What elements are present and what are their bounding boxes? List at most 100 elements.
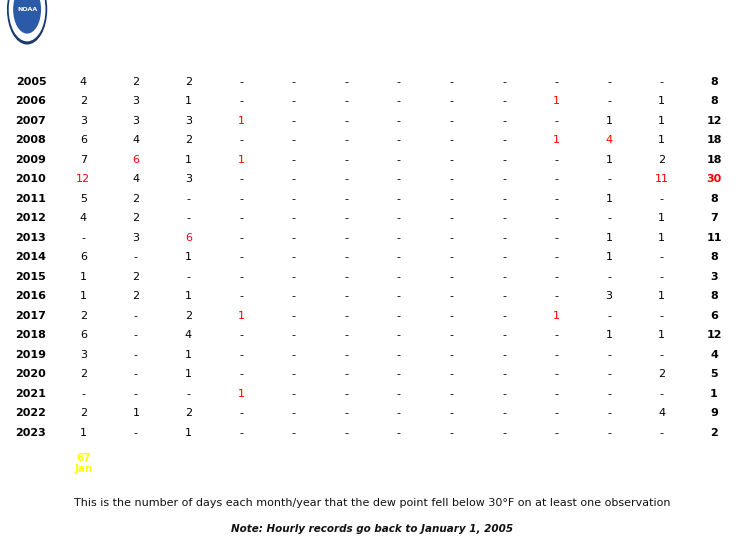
- Text: -: -: [397, 311, 401, 321]
- Text: 4
Apr: 4 Apr: [231, 453, 251, 474]
- Text: 1: 1: [80, 291, 86, 301]
- Text: -: -: [449, 408, 454, 419]
- Text: 2: 2: [658, 155, 665, 165]
- Text: 1: 1: [606, 330, 612, 340]
- Text: Sep: Sep: [492, 54, 516, 68]
- Text: 26
Dec: 26 Dec: [650, 453, 673, 474]
- Text: 1: 1: [659, 135, 665, 146]
- Text: 1: 1: [133, 408, 139, 419]
- Text: 1: 1: [553, 96, 560, 106]
- Text: 2: 2: [133, 291, 139, 301]
- Text: 4: 4: [658, 408, 665, 419]
- Text: -: -: [554, 428, 559, 438]
- Text: -: -: [344, 389, 348, 399]
- Text: -: -: [291, 252, 296, 262]
- Text: 31
Mar: 31 Mar: [177, 453, 200, 474]
- Text: -: -: [291, 272, 296, 282]
- Text: -: -: [291, 233, 296, 243]
- Text: -: -: [660, 350, 664, 360]
- Text: -: -: [344, 330, 348, 340]
- Text: -: -: [502, 135, 506, 146]
- Text: -: -: [449, 174, 454, 184]
- Text: -: -: [397, 330, 401, 340]
- Text: 6: 6: [185, 233, 192, 243]
- Text: 8: 8: [710, 194, 718, 204]
- Text: -: -: [554, 77, 559, 87]
- Text: -: -: [607, 272, 611, 282]
- Text: -: -: [502, 428, 506, 438]
- Text: 2: 2: [185, 77, 192, 87]
- Text: -: -: [397, 194, 401, 204]
- Text: 2: 2: [80, 370, 87, 379]
- Text: 2: 2: [185, 408, 192, 419]
- Text: -: -: [449, 155, 454, 165]
- Text: -: -: [291, 350, 296, 360]
- Text: 4: 4: [606, 135, 612, 146]
- Text: -: -: [344, 233, 348, 243]
- Text: 1: 1: [659, 116, 665, 126]
- Text: -: -: [344, 194, 348, 204]
- Text: -: -: [239, 77, 243, 87]
- Text: 1: 1: [659, 291, 665, 301]
- Text: -: -: [291, 77, 296, 87]
- Text: -: -: [397, 135, 401, 146]
- Text: -: -: [554, 233, 559, 243]
- Text: 1: 1: [606, 155, 612, 165]
- Text: 2019: 2019: [16, 350, 46, 360]
- Text: 12: 12: [706, 330, 722, 340]
- Text: -: -: [291, 135, 296, 146]
- Text: 8: 8: [710, 252, 718, 262]
- Text: -: -: [660, 194, 664, 204]
- Text: -: -: [554, 116, 559, 126]
- Text: -: -: [344, 272, 348, 282]
- Text: 2020: 2020: [16, 370, 46, 379]
- Text: 4: 4: [133, 135, 139, 146]
- Text: -: -: [554, 213, 559, 223]
- Text: 2: 2: [133, 272, 139, 282]
- Text: 6: 6: [80, 330, 86, 340]
- Text: -: -: [502, 389, 506, 399]
- Text: 3: 3: [133, 96, 139, 106]
- Text: 2022: 2022: [16, 408, 46, 419]
- Text: -: -: [239, 272, 243, 282]
- Text: -: -: [397, 252, 401, 262]
- Text: -: -: [449, 135, 454, 146]
- Text: Total
Month: Total Month: [13, 453, 50, 474]
- Text: 2: 2: [185, 311, 192, 321]
- Text: -: -: [449, 252, 454, 262]
- Text: -: -: [502, 213, 506, 223]
- Text: -: -: [502, 77, 506, 87]
- Text: -: -: [502, 370, 506, 379]
- Text: 2013: 2013: [16, 233, 46, 243]
- Text: -: -: [344, 252, 348, 262]
- Text: -: -: [449, 330, 454, 340]
- Text: -: -: [607, 408, 611, 419]
- Text: -: -: [502, 330, 506, 340]
- Text: at Sarasota-Bradenton, FL through December 31, 2023: at Sarasota-Bradenton, FL through Decemb…: [156, 26, 589, 40]
- Text: -: -: [554, 408, 559, 419]
- Text: 11: 11: [706, 233, 722, 243]
- Text: 7: 7: [80, 155, 87, 165]
- Text: 4: 4: [133, 174, 139, 184]
- Text: 2023: 2023: [16, 428, 46, 438]
- Circle shape: [10, 0, 45, 41]
- Text: -: -: [239, 213, 243, 223]
- Text: -: -: [607, 389, 611, 399]
- Text: 6: 6: [133, 155, 139, 165]
- Text: -: -: [291, 330, 296, 340]
- Text: 12: 12: [706, 116, 722, 126]
- Text: Note: Hourly records go back to January 1, 2005: Note: Hourly records go back to January …: [232, 524, 513, 534]
- Text: -: -: [660, 428, 664, 438]
- Text: 5: 5: [80, 194, 86, 204]
- Text: -: -: [291, 213, 296, 223]
- Text: -: -: [607, 213, 611, 223]
- Text: -: -: [449, 233, 454, 243]
- Text: 2: 2: [658, 370, 665, 379]
- Text: -: -: [344, 428, 348, 438]
- Text: 1: 1: [238, 155, 244, 165]
- Text: 2014: 2014: [16, 252, 46, 262]
- Text: -: -: [397, 174, 401, 184]
- Text: 0
Sep: 0 Sep: [493, 453, 515, 474]
- Text: -: -: [134, 252, 138, 262]
- Text: 1: 1: [80, 428, 86, 438]
